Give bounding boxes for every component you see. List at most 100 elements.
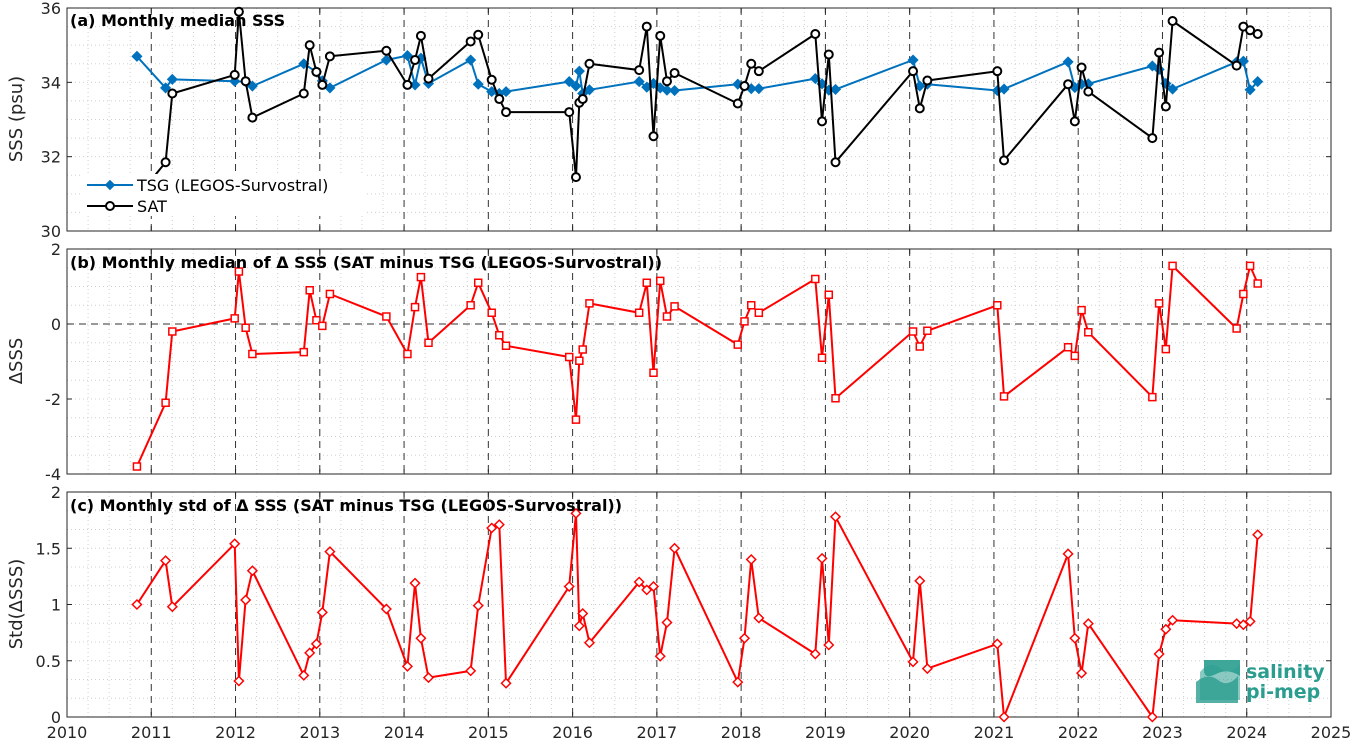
data-point	[648, 131, 659, 142]
data-point	[1253, 279, 1262, 288]
x-tick-label: 2022	[1058, 723, 1099, 742]
data-point	[1237, 619, 1249, 631]
data-point	[654, 650, 666, 662]
data-point	[1069, 632, 1081, 644]
data-point	[1245, 261, 1255, 271]
x-tick-label: 2024	[1226, 723, 1267, 742]
data-point	[324, 546, 336, 558]
data-point	[299, 347, 309, 357]
data-point	[1231, 618, 1243, 630]
y-tick-label: 1.5	[36, 539, 61, 558]
data-point	[382, 312, 391, 321]
data-point	[1161, 344, 1171, 354]
data-point	[573, 620, 585, 632]
x-tick-label: 2012	[215, 723, 256, 742]
y-tick-label: -4	[45, 465, 61, 484]
data-point	[311, 66, 322, 77]
data-point	[240, 594, 252, 606]
data-point	[641, 584, 653, 596]
data-point	[634, 65, 645, 76]
data-point	[305, 286, 314, 295]
data-point	[570, 80, 582, 92]
data-point	[564, 107, 575, 118]
data-point	[316, 606, 328, 618]
data-point	[401, 660, 413, 672]
data-point	[317, 79, 328, 90]
y-tick-label: 2	[51, 240, 61, 259]
data-point	[831, 394, 840, 403]
data-point	[166, 73, 178, 85]
data-point	[422, 672, 435, 684]
data-point	[381, 45, 392, 56]
data-point	[810, 29, 821, 40]
data-point	[380, 603, 392, 615]
data-point	[161, 398, 170, 407]
data-point	[465, 54, 477, 66]
data-point	[1063, 79, 1074, 90]
data-point	[472, 78, 484, 90]
panel-c-title: (c) Monthly std of Δ SSS (SAT minus TSG …	[70, 496, 622, 515]
data-point	[310, 638, 322, 650]
data-point	[577, 607, 589, 620]
legend-box	[80, 174, 365, 216]
data-point	[1160, 623, 1172, 635]
x-tick-label: 2014	[384, 723, 425, 742]
data-point	[500, 677, 512, 689]
data-point	[1153, 648, 1165, 660]
data-point	[661, 616, 673, 629]
data-point	[1244, 84, 1256, 96]
data-point	[1160, 101, 1171, 112]
x-tick-label: 2025	[1311, 723, 1352, 742]
y-tick-label: 0.5	[36, 652, 61, 671]
data-point	[1148, 392, 1157, 402]
data-point	[908, 66, 919, 77]
data-point	[740, 317, 749, 326]
data-point	[753, 66, 764, 77]
data-point	[324, 51, 335, 62]
data-point	[493, 519, 505, 531]
data-point	[1147, 133, 1158, 144]
data-point	[733, 340, 743, 349]
data-point	[1244, 615, 1256, 627]
data-point	[1070, 351, 1080, 361]
data-point	[248, 349, 257, 359]
data-point	[1252, 529, 1264, 541]
data-point	[415, 632, 427, 644]
data-point	[584, 58, 595, 69]
data-point	[992, 66, 1003, 77]
data-point	[304, 647, 316, 659]
data-point	[1069, 116, 1080, 127]
data-point	[661, 76, 672, 87]
plot-area	[66, 491, 1332, 723]
y-tick-label: 36	[41, 0, 61, 18]
data-point	[670, 302, 679, 311]
data-point	[318, 321, 327, 331]
axes-frame	[66, 248, 1332, 475]
data-point	[999, 155, 1010, 166]
data-point	[573, 65, 585, 77]
data-point	[409, 577, 421, 589]
x-tick-label: 2016	[552, 723, 593, 742]
data-point	[410, 302, 420, 312]
data-point	[1084, 328, 1093, 337]
data-point	[241, 323, 250, 332]
data-point	[160, 555, 172, 567]
data-point	[921, 663, 933, 675]
data-point	[298, 669, 310, 681]
data-point	[570, 172, 581, 183]
data-point	[166, 601, 178, 613]
data-point	[993, 301, 1002, 310]
data-point	[229, 69, 240, 80]
data-point	[754, 308, 764, 317]
panel-c: (c) Monthly std of Δ SSS (SAT minus TSG …	[6, 483, 1351, 742]
data-point	[998, 83, 1010, 95]
data-point	[633, 576, 645, 588]
panel-a-ylabel: SSS (psu)	[6, 76, 27, 162]
x-tick-label: 2021	[974, 723, 1015, 742]
x-tick-label: 2019	[805, 723, 846, 742]
data-point	[1062, 548, 1074, 560]
data-point	[234, 267, 244, 276]
x-tick-label: 2018	[721, 723, 762, 742]
y-tick-label: 0	[51, 315, 61, 334]
data-point	[495, 331, 504, 340]
